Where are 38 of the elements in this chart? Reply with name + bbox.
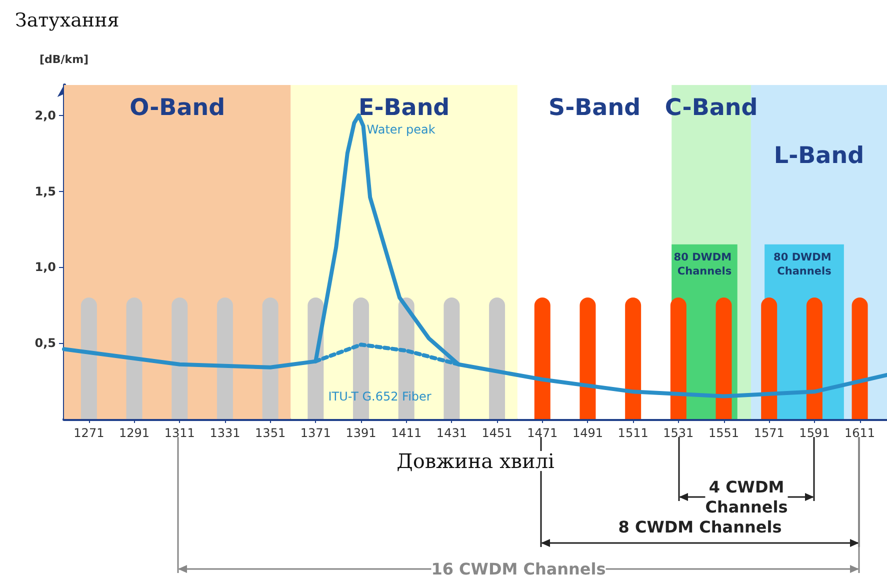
- band-label: S-Band: [548, 95, 641, 121]
- x-tick-label: 1371: [300, 426, 331, 440]
- band-label: C-Band: [664, 95, 758, 121]
- x-tick-label: 1411: [391, 426, 422, 440]
- annotation: ITU-T G.652 Fiber: [328, 390, 432, 404]
- x-tick-label: 1491: [572, 426, 603, 440]
- band-label: 80 DWDM Channels: [774, 251, 835, 278]
- y-tick-label: 1,0: [34, 260, 56, 274]
- x-tick-label: 1451: [482, 426, 512, 440]
- x-tick-label: 1611: [844, 426, 876, 440]
- x-tick-label: 1551: [708, 426, 740, 440]
- y-tick-label: 0,5: [34, 336, 56, 350]
- x-axis-title: Довжина хвилі: [396, 449, 554, 473]
- band-label: 80 DWDM Channels: [674, 251, 736, 278]
- x-tick-label: 1571: [754, 426, 784, 440]
- text: 16 CWDM Channels: [431, 560, 606, 577]
- x-tick-label: 1471: [527, 426, 558, 440]
- x-tick-label: 1591: [799, 426, 830, 440]
- x-tick-label: 1511: [618, 426, 648, 440]
- x-tick-label: 1291: [119, 426, 150, 440]
- text: 4 CWDM Channels: [705, 478, 788, 516]
- y-axis-title: [dB/km]: [39, 53, 89, 66]
- x-tick-label: 1331: [210, 426, 240, 440]
- x-tick-label: 1351: [255, 426, 286, 440]
- band-label: E-Band: [358, 95, 450, 121]
- y-tick-label: 2,0: [34, 108, 56, 122]
- x-tick-label: 1531: [663, 426, 694, 440]
- x-tick-label: 1311: [164, 426, 195, 440]
- y-tick-label: 1,5: [34, 184, 56, 198]
- chart-title: Затухання: [15, 10, 120, 32]
- text: 8 CWDM Channels: [618, 518, 782, 536]
- line-series: [314, 342, 460, 366]
- x-tick-label: 1391: [346, 426, 376, 440]
- band-label: O-Band: [130, 95, 226, 121]
- x-tick-label: 1431: [436, 426, 467, 440]
- annotation: Water peak: [366, 122, 436, 136]
- band-label: L-Band: [774, 143, 864, 169]
- x-tick-label: 1271: [74, 426, 104, 440]
